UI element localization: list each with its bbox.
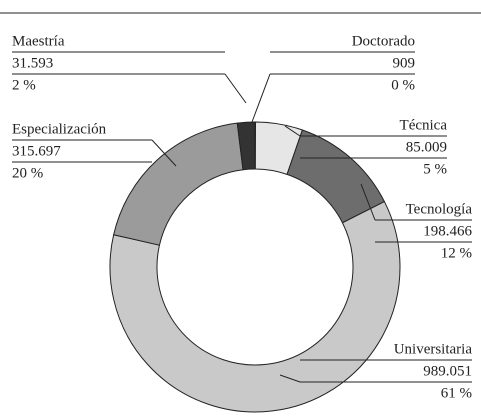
leader-line: [251, 73, 271, 123]
category-label: Universitaria: [394, 341, 473, 357]
leader-line: [151, 139, 177, 167]
leader-line: [284, 125, 301, 137]
value-label: 315.697: [12, 143, 61, 159]
donut-slice: [236, 121, 256, 171]
value-label: 989.051: [423, 363, 472, 379]
category-label: Maestría: [12, 33, 65, 49]
leader-line: [279, 374, 301, 383]
category-label: Doctorado: [352, 33, 415, 49]
percent-label: 0 %: [391, 77, 415, 93]
percent-label: 20 %: [12, 165, 43, 181]
value-label: 909: [393, 55, 416, 71]
donut-slice: [113, 122, 244, 246]
percent-label: 2 %: [12, 77, 36, 93]
category-label: Especialización: [12, 121, 107, 137]
percent-label: 12 %: [441, 245, 472, 261]
leader-line: [224, 73, 247, 104]
value-label: 85.009: [406, 139, 447, 155]
value-label: 198.466: [423, 223, 472, 239]
value-label: 31.593: [12, 55, 53, 71]
percent-label: 5 %: [423, 161, 447, 177]
category-label: Técnica: [400, 117, 448, 133]
category-label: Tecnología: [406, 201, 473, 217]
percent-label: 61 %: [441, 385, 472, 401]
leader-line: [360, 183, 376, 221]
